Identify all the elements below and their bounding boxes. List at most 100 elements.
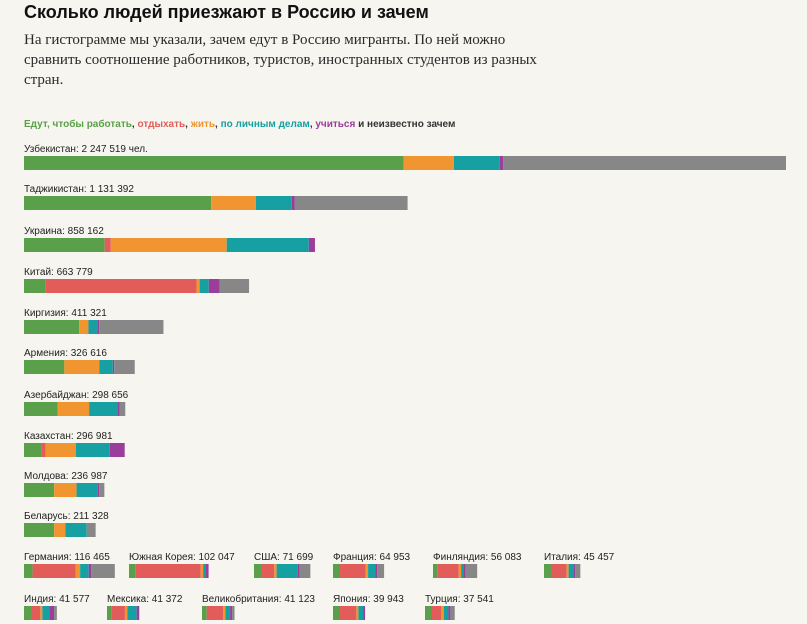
bar-row: Мексика: 41 372 <box>107 594 183 620</box>
bar-segment-по-личным-делам <box>127 606 137 620</box>
bar-label: Украина: 858 162 <box>24 226 104 237</box>
bar-label: Беларусь: 211 328 <box>24 511 109 522</box>
bar-segment-жить <box>196 279 200 293</box>
bar-segment-отдыхать <box>261 564 275 578</box>
bar-segment-отдыхать <box>32 564 76 578</box>
chart-subtitle: На гистограмме мы указали, зачем едут в … <box>24 32 537 88</box>
legend-item: , <box>185 119 191 130</box>
bar-segment-жить <box>403 156 454 170</box>
bar-segment-учиться <box>463 564 466 578</box>
bar-segment-неизвестно-зачем <box>377 564 385 578</box>
bar-label: Италия: 45 457 <box>544 552 615 563</box>
bar-segment-работать <box>24 279 46 293</box>
bar-segment-отдыхать <box>45 279 197 293</box>
legend-item: Едут, чтобы работать <box>24 119 132 130</box>
bar-segment-жить <box>75 564 81 578</box>
bar-segment-по-личным-делам <box>65 523 87 537</box>
bar-segment-по-личным-делам <box>88 320 98 334</box>
bar-row: Япония: 39 943 <box>333 594 404 620</box>
bar-row: Великобритания: 41 123 <box>202 593 315 620</box>
bar-segment-по-личным-делам <box>225 606 231 620</box>
bar-segment-отдыхать <box>135 564 201 578</box>
bar-segment-отдыхать <box>104 238 111 252</box>
bar-label: Япония: 39 943 <box>333 594 404 605</box>
bar-row: Франция: 64 953 <box>333 552 411 578</box>
bar-segment-жить <box>57 402 90 416</box>
bar-label: Киргизия: 411 321 <box>24 308 107 319</box>
bar-label: Великобритания: 41 123 <box>202 593 315 605</box>
bar-segment-жить <box>211 196 256 210</box>
bar-segment-учиться <box>230 606 233 620</box>
bar-segment-по-личным-делам <box>568 564 574 578</box>
legend-item: и неизвестно зачем <box>355 119 456 130</box>
bar-row: Киргизия: 411 321 <box>24 308 164 334</box>
bar-segment-жить <box>200 564 204 578</box>
bar-segment-неизвестно-зачем <box>299 564 311 578</box>
bar-segment-учиться <box>117 402 120 416</box>
bar-segment-неизвестно-зачем <box>503 156 786 170</box>
bar-segment-отдыхать <box>551 564 567 578</box>
bar-segment-работать <box>24 483 55 497</box>
bar-segment-неизвестно-зачем <box>294 196 408 210</box>
bar-row: Турция: 37 541 <box>425 594 494 620</box>
bar-segment-по-личным-делам <box>199 279 209 293</box>
bar-label: Казахстан: 296 981 <box>24 431 113 442</box>
bar-segment-работать <box>433 564 438 578</box>
bar-segment-жить <box>64 360 100 374</box>
bar-segment-по-личным-делам <box>368 564 376 578</box>
bar-segment-по-личным-делам <box>89 402 118 416</box>
legend-item: , <box>131 119 138 130</box>
bar-segment-учиться <box>375 564 378 578</box>
bar-label: Турция: 37 541 <box>425 594 494 605</box>
bar-segment-по-личным-делам <box>461 564 464 578</box>
bar-segment-по-личным-делам <box>80 564 89 578</box>
bar-segment-работать <box>24 564 33 578</box>
bar-segment-неизвестно-зачем <box>99 320 164 334</box>
bar-row: США: 71 699 <box>254 552 314 578</box>
bar-label: Молдова: 236 987 <box>24 471 108 482</box>
bar-segment-работать <box>24 523 55 537</box>
bar-segment-работать <box>544 564 552 578</box>
bar-segment-учиться <box>291 196 295 210</box>
bar-segment-жить <box>365 564 369 578</box>
bar-row: Казахстан: 296 981 <box>24 431 125 457</box>
bar-segment-неизвестно-зачем <box>54 606 57 620</box>
legend: Едут, чтобы работать, отдыхать, жить, по… <box>24 119 455 130</box>
bar-label: Финляндия: 56 083 <box>433 552 522 563</box>
bar-segment-по-личным-делам <box>42 606 50 620</box>
bar-segment-неизвестно-зачем <box>114 360 135 374</box>
bar-segment-отдыхать <box>41 443 46 457</box>
bar-segment-отдыхать <box>111 606 125 620</box>
bar-segment-работать <box>425 606 433 620</box>
bar-label: Южная Корея: 102 047 <box>129 552 235 563</box>
bar-segment-неизвестно-зачем <box>575 564 581 578</box>
bar-segment-по-личным-делам <box>358 606 364 620</box>
bar-segment-работать <box>24 238 105 252</box>
bar-segment-жить <box>124 606 128 620</box>
bar-segment-неизвестно-зачем <box>119 402 126 416</box>
bar-segment-жить <box>54 483 77 497</box>
bar-row: Южная Корея: 102 047 <box>129 552 235 578</box>
bar-segment-по-личным-делам <box>203 564 206 578</box>
bar-label: Китай: 663 779 <box>24 267 93 278</box>
bar-segment-жить <box>223 606 226 620</box>
bar-segment-отдыхать <box>340 606 357 620</box>
bar-segment-учиться <box>205 564 209 578</box>
bar-segment-работать <box>107 606 112 620</box>
bar-segment-жить <box>54 523 66 537</box>
bar-label: США: 71 699 <box>254 552 314 563</box>
legend-item: отдыхать <box>137 119 186 130</box>
bar-segment-по-личным-делам <box>443 606 449 620</box>
bar-segment-работать <box>24 402 58 416</box>
bar-segment-работать <box>24 443 42 457</box>
bar-segment-отдыхать <box>432 606 442 620</box>
bar-segment-учиться <box>97 483 100 497</box>
bar-segment-учиться <box>297 564 300 578</box>
bar-label: Германия: 116 465 <box>24 552 110 563</box>
bar-segment-неизвестно-зачем <box>465 564 478 578</box>
bar-segment-учиться <box>88 564 92 578</box>
bar-segment-отдыхать <box>31 606 41 620</box>
legend-item: по личным делам <box>220 119 310 130</box>
legend-item: , <box>215 119 221 130</box>
bar-segment-работать <box>254 564 262 578</box>
